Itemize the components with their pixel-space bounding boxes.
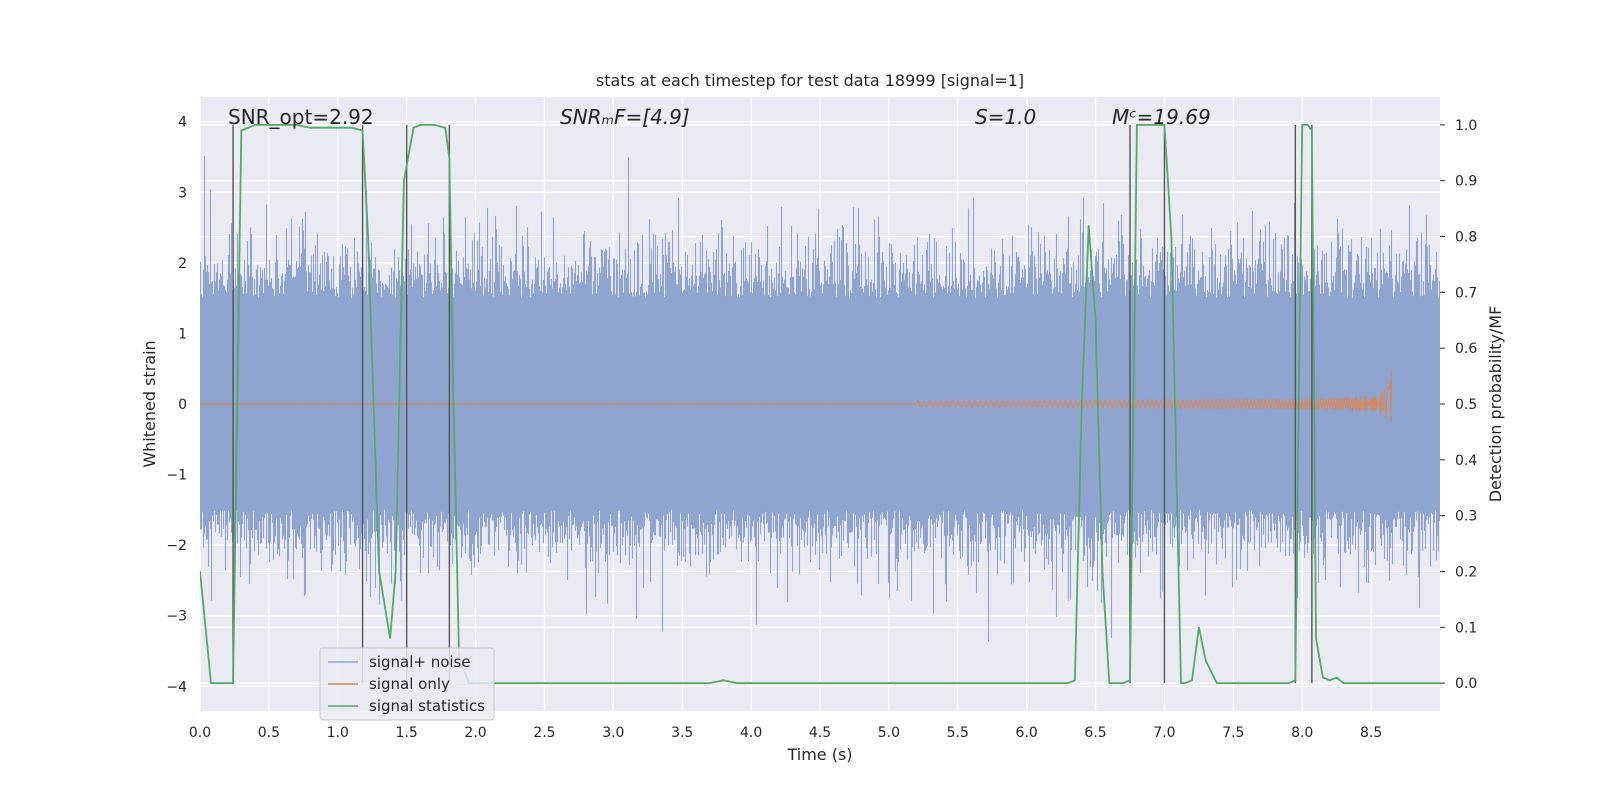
annotation-snr-mf: SNRₘF=[4.9]	[560, 105, 690, 129]
x-tick-label: 7.5	[1222, 725, 1244, 741]
y-tick-label: 1	[178, 326, 187, 342]
x-tick-label: 5.5	[947, 725, 969, 741]
y2-tick-label: 0.4	[1455, 453, 1477, 469]
y-tick-label: 0	[178, 397, 187, 413]
y-tick-label: 4	[178, 115, 187, 131]
y-tick-label: −1	[166, 468, 187, 484]
y2-tick-label: 0.7	[1455, 285, 1477, 301]
y2-tick-label: 0.8	[1455, 230, 1477, 246]
y2-axis-label: Detection probability/MF	[1486, 306, 1505, 503]
y-axis-label: Whitened strain	[140, 340, 159, 467]
y2-tick-label: 0.1	[1455, 620, 1477, 636]
y2-tick-label: 0.2	[1455, 564, 1477, 580]
legend-box	[319, 647, 495, 721]
x-tick-label: 2.0	[464, 725, 486, 741]
y-tick-label: 2	[178, 256, 187, 272]
legend: signal+ noise signal only signal statist…	[319, 647, 495, 721]
y-axis-ticks: −4 −3 −2 −1 0 1 2 3 4	[166, 115, 187, 696]
x-tick-label: 0.5	[258, 725, 280, 741]
x-tick-label: 8.0	[1291, 725, 1313, 741]
x-tick-label: 7.0	[1153, 725, 1175, 741]
x-tick-label: 2.5	[533, 725, 555, 741]
x-tick-label: 3.0	[602, 725, 624, 741]
legend-label-signal-noise: signal+ noise	[369, 653, 471, 671]
y2-tick-label: 0.9	[1455, 174, 1477, 190]
x-tick-label: 5.0	[878, 725, 900, 741]
y-tick-label: −3	[166, 609, 187, 625]
y-tick-label: −2	[166, 538, 187, 554]
x-tick-label: 4.5	[809, 725, 831, 741]
x-tick-label: 8.5	[1360, 725, 1382, 741]
legend-label-signal-statistics: signal statistics	[369, 697, 485, 715]
x-tick-label: 6.5	[1084, 725, 1106, 741]
y2-tick-label: 0.6	[1455, 341, 1477, 357]
x-tick-label: 4.0	[740, 725, 762, 741]
y-tick-label: 3	[178, 185, 187, 201]
x-axis-ticks: 0.0 0.5 1.0 1.5 2.0 2.5 3.0 3.5 4.0 4.5 5.0 5.5 6.0 6…	[189, 725, 1382, 741]
signal-statistics-line	[200, 124, 1440, 684]
annotation-mc: Mᶜ=19.69	[1112, 105, 1211, 129]
x-tick-label: 6.0	[1016, 725, 1038, 741]
annotation-snr-opt: SNR_opt=2.92	[228, 105, 374, 129]
y2-tick-label: 0.5	[1455, 397, 1477, 413]
x-tick-label: 0.0	[189, 725, 211, 741]
y-tick-label: −4	[166, 679, 187, 695]
legend-label-signal-only: signal only	[369, 675, 450, 693]
chart-title: stats at each timestep for test data 189…	[596, 71, 1024, 90]
x-tick-label: 1.5	[396, 725, 418, 741]
x-tick-label: 3.5	[671, 725, 693, 741]
y2-tick-label: 0.0	[1455, 676, 1477, 692]
x-tick-label: 1.0	[327, 725, 349, 741]
y2-tick-label: 0.3	[1455, 509, 1477, 525]
y2-tick-label: 1.0	[1455, 118, 1477, 134]
y2-axis-ticks: 0.0 0.1 0.2 0.3 0.4 0.5 0.6 0.7 0.8 0.9 1.0	[1440, 118, 1477, 692]
annotation-s: S=1.0	[975, 105, 1036, 129]
signal-statistics-series	[200, 124, 1440, 684]
x-axis-label: Time (s)	[786, 745, 852, 764]
